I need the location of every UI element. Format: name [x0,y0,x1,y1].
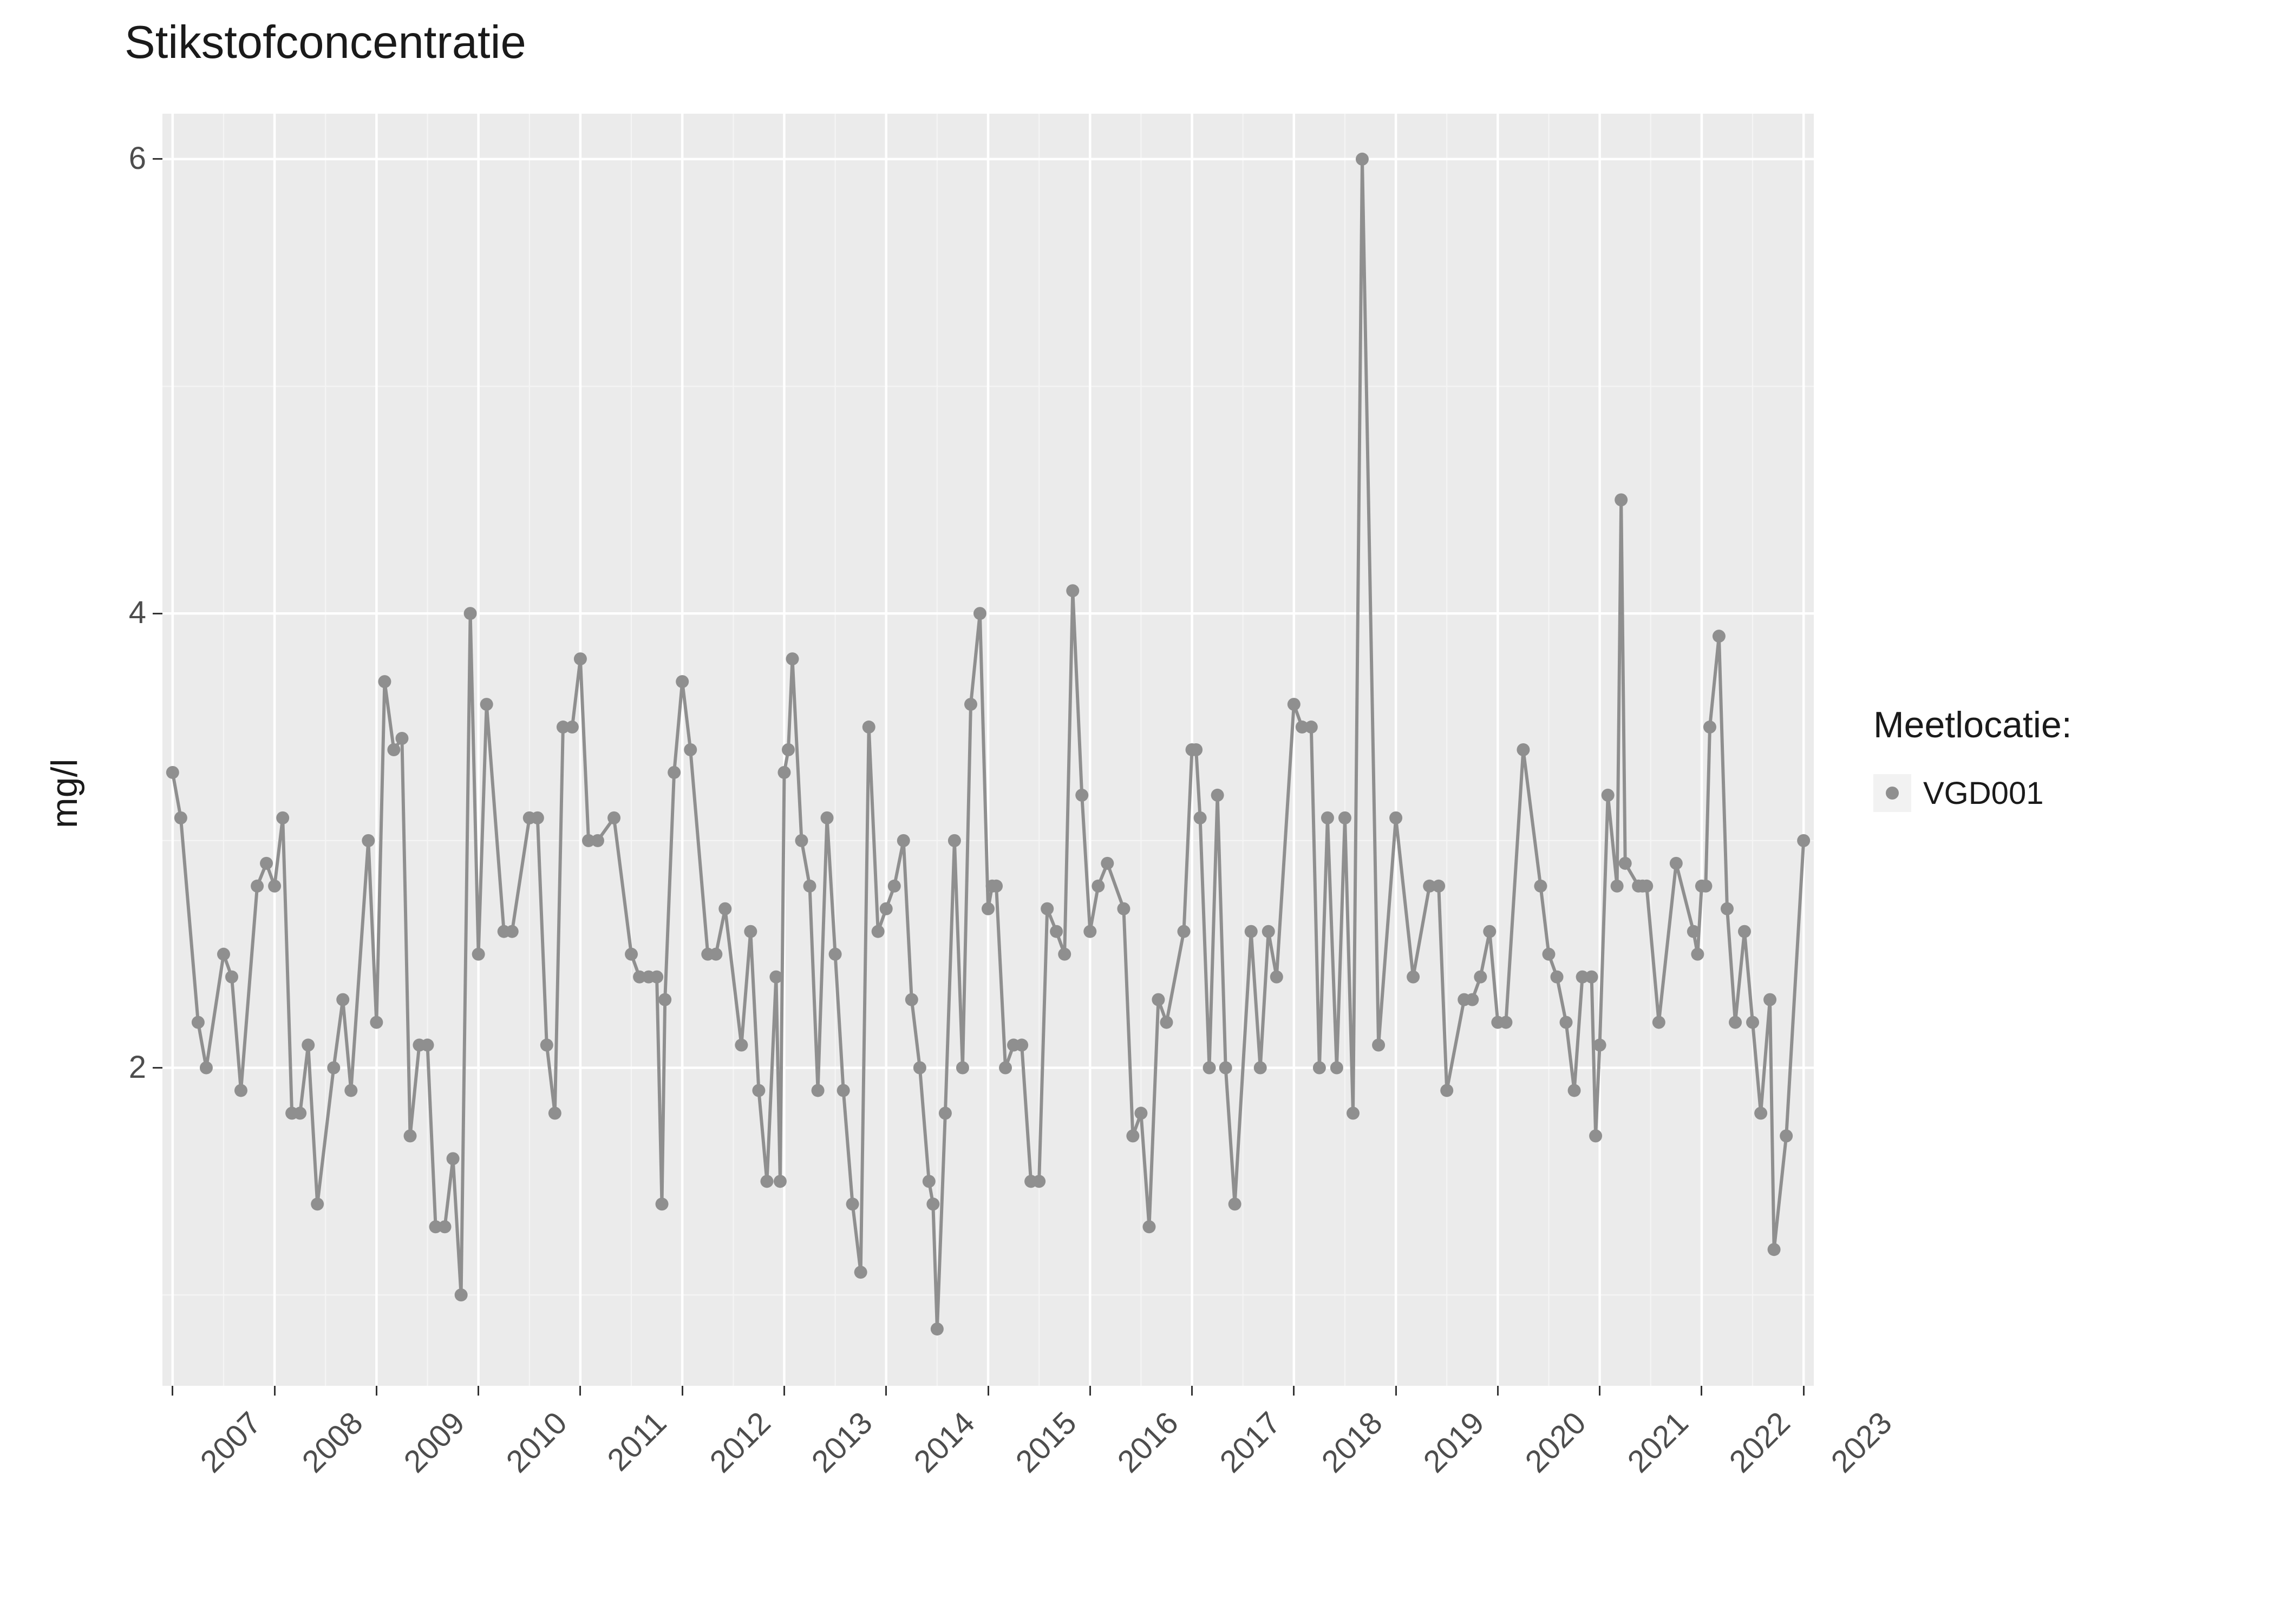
y-tick-mark [153,1067,162,1069]
x-tick-label: 2023 [1824,1405,1899,1480]
y-axis-label: mg/l [43,759,86,828]
x-tick-mark [1089,1386,1091,1396]
y-tick-mark [153,613,162,614]
x-tick-label: 2013 [805,1405,880,1480]
x-tick-label: 2012 [703,1405,778,1480]
x-tick-label: 2007 [193,1405,269,1480]
x-tick-label: 2014 [907,1405,982,1480]
x-tick-mark [478,1386,479,1396]
x-tick-mark [579,1386,581,1396]
x-tick-mark [274,1386,276,1396]
plot-area [162,114,1814,1386]
legend-title: Meetlocatie: [1873,704,2072,746]
x-tick-label: 2021 [1620,1405,1695,1480]
x-tick-label: 2010 [499,1405,574,1480]
x-tick-label: 2018 [1315,1405,1390,1480]
x-tick-label: 2011 [600,1405,674,1478]
y-tick-label: 6 [81,140,146,176]
x-tick-mark [1803,1386,1805,1396]
x-tick-label: 2016 [1110,1405,1186,1480]
x-tick-label: 2022 [1722,1405,1798,1480]
x-tick-mark [885,1386,887,1396]
y-tick-mark [153,158,162,160]
x-tick-mark [682,1386,683,1396]
x-tick-label: 2009 [397,1405,472,1480]
x-tick-mark [988,1386,989,1396]
x-tick-mark [1395,1386,1397,1396]
x-tick-label: 2008 [295,1405,370,1480]
x-tick-mark [1599,1386,1600,1396]
x-tick-label: 2015 [1009,1405,1084,1480]
x-tick-mark [783,1386,785,1396]
legend-series-label: VGD001 [1923,775,2043,811]
y-tick-label: 2 [81,1049,146,1085]
x-tick-mark [172,1386,173,1396]
x-tick-mark [1293,1386,1295,1396]
legend-swatch [1873,774,1911,812]
legend-item: VGD001 [1873,774,2043,812]
x-tick-mark [1191,1386,1193,1396]
x-tick-mark [1497,1386,1499,1396]
x-tick-label: 2017 [1212,1405,1288,1480]
chart-title: Stikstofconcentratie [125,16,526,69]
x-tick-mark [1701,1386,1702,1396]
chart-container: Stikstofconcentratie mg/l 2 4 6 2007 2008 20… [0,0,2274,1624]
x-tick-label: 2019 [1416,1405,1492,1480]
x-tick-mark [376,1386,377,1396]
y-tick-label: 4 [81,594,146,631]
x-tick-label: 2020 [1518,1405,1593,1480]
legend-dot-icon [1886,787,1899,800]
